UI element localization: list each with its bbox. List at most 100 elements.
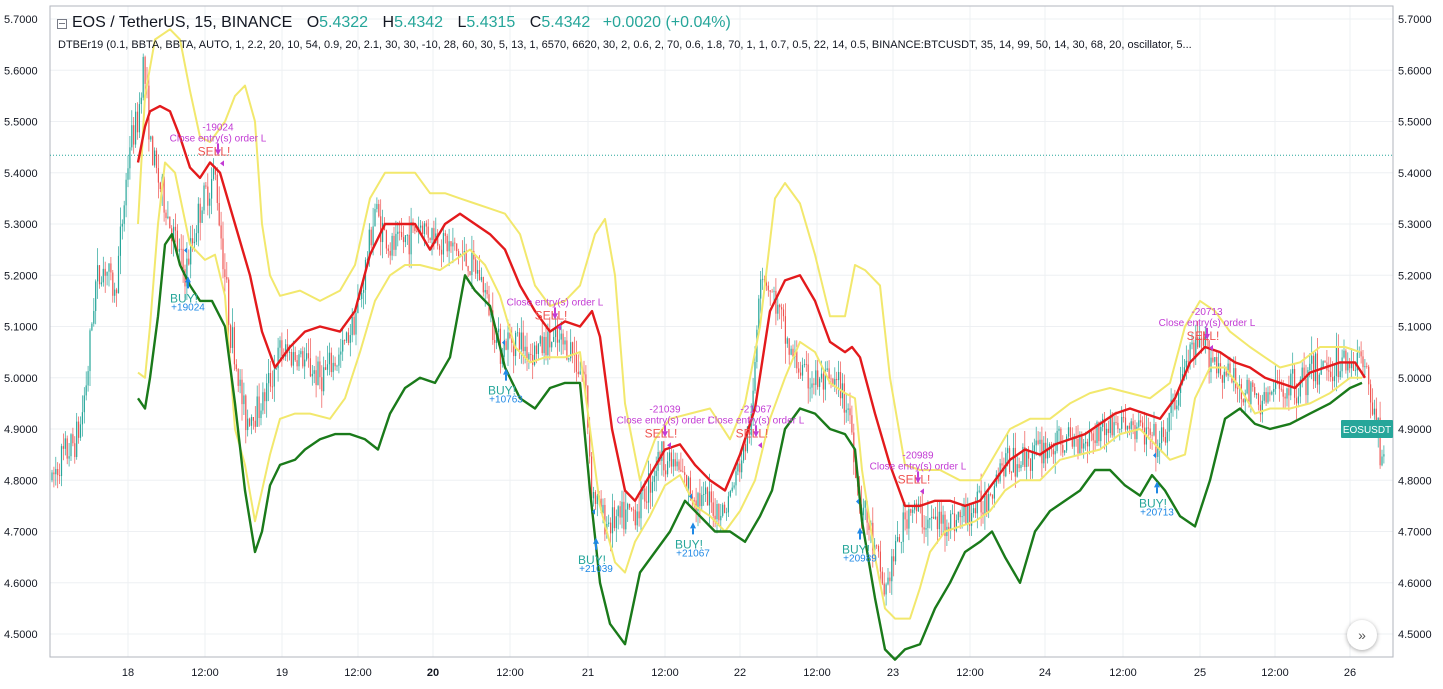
close-profit-label: -20989 [902,450,934,461]
candle-body [401,232,403,238]
sell-arrow-stem [755,425,757,432]
candle-body [551,341,553,348]
candle-body [402,237,405,243]
candle-body [116,289,118,294]
candle-body [296,360,298,367]
candle-body [104,268,106,276]
candlestick-series [51,53,1385,606]
candle-body [777,304,779,314]
candle-body [117,255,120,294]
candle-body [1104,418,1106,436]
candle-body [562,333,564,345]
candle-body [1124,417,1127,430]
candle-body [389,250,391,256]
candle-body [549,332,551,348]
y-tick-label-right: 5.2000 [1398,270,1432,282]
candle-body [1138,420,1140,427]
candle-body [353,316,355,335]
sell-arrow-icon [552,313,558,320]
candle-body [630,507,633,510]
candle-body [682,471,684,473]
candle-body [328,352,330,365]
candle-body [703,494,705,495]
candle-body [288,351,291,353]
candle-body [1098,422,1100,442]
candle-body [697,493,699,511]
candle-body [851,415,853,433]
close-order-label: Close entry(s) order L [1159,318,1256,329]
candle-body [929,518,931,520]
candle-body [617,506,619,517]
candle-body [948,526,950,531]
candle-body [1354,370,1356,372]
candle-body [724,504,726,513]
candle-body [264,392,266,402]
y-tick-label-left: 5.6000 [4,65,38,77]
candle-body [729,490,731,497]
candle-body [515,332,517,357]
sell-arrow-stem [664,425,666,432]
candle-body [448,241,450,252]
candle-body [862,507,864,516]
candle-body [611,507,614,534]
candle-body [1231,375,1233,383]
y-tick-label-right: 5.5000 [1398,117,1432,129]
buy-arrow-stem [859,533,861,540]
candle-body [416,231,418,233]
candle-body [260,410,262,419]
candle-body [758,298,760,330]
candle-body [750,413,752,436]
candle-body [1155,423,1157,457]
candle-body [1370,384,1372,403]
candle-body [1292,369,1294,374]
candle-body [83,395,85,413]
candle-body [450,241,452,247]
y-tick-label-left: 4.6000 [4,578,38,590]
candle-body [1383,454,1385,457]
candle-body [1100,426,1102,442]
candle-body [822,373,824,390]
candle-body [247,418,249,431]
candle-body [497,328,500,333]
candle-body [883,583,885,595]
candle-body [150,136,152,140]
indicator-legend[interactable]: DTBEr19 (0.1, BBTA, BBTA, AUTO, 1, 2.2, … [58,39,1192,51]
candle-body [323,367,325,392]
candle-body [376,204,378,210]
candle-body [342,340,344,352]
candle-body [541,336,543,354]
sell-arrow-icon [215,149,221,156]
candle-body [900,541,902,543]
scroll-to-realtime-button[interactable]: » [1347,620,1377,650]
candle-body [155,150,158,169]
candle-body [74,443,76,457]
candle-body [70,434,72,457]
candle-body [1265,392,1267,403]
candle-body [503,341,505,357]
candle-body [684,472,686,475]
candle-body [1047,450,1049,459]
candle-body [788,338,790,355]
candle-body [809,387,811,389]
double-chevron-right-icon: » [1358,627,1366,643]
candle-body [173,226,175,242]
candle-body [560,333,562,340]
candle-body [798,368,800,373]
candle-body [393,235,395,250]
collapse-legend-icon[interactable] [57,19,67,29]
candle-body [1219,363,1222,376]
x-tick-label: 20 [427,667,439,679]
candle-body [585,374,587,386]
close-profit-label: -21039 [649,404,681,415]
candle-body [921,506,923,528]
candle-body [619,506,621,518]
candle-body [735,471,737,486]
candle-body [112,272,114,296]
candle-body [157,168,159,183]
candle-body [1290,373,1292,396]
candle-body [125,179,127,206]
candle-body [596,495,598,504]
candle-body [228,279,230,326]
candle-body [824,369,826,390]
